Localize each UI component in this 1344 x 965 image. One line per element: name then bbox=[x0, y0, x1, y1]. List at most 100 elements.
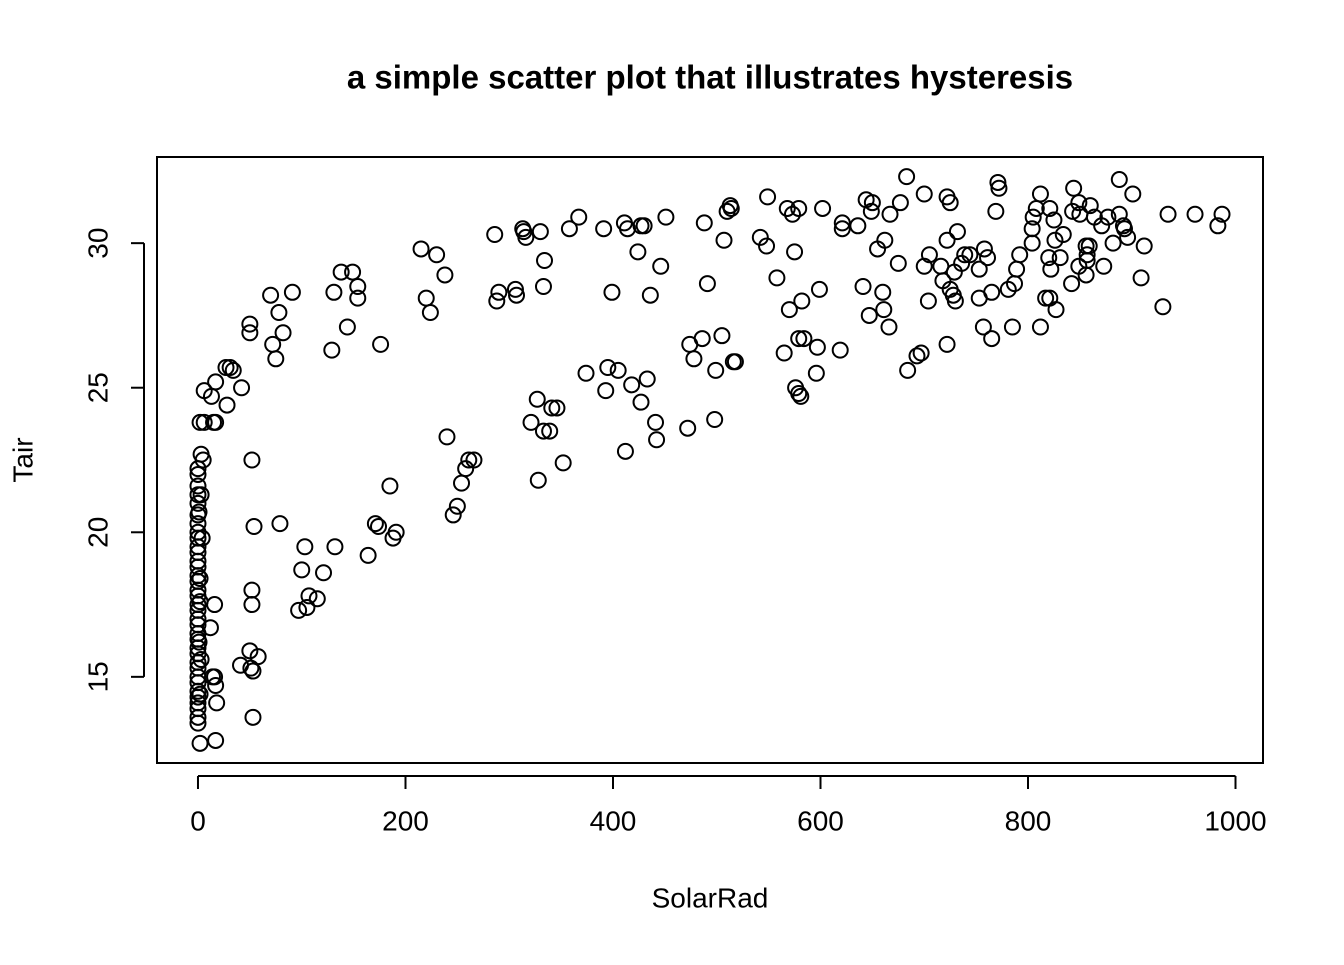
point bbox=[1023, 220, 1041, 238]
point bbox=[243, 581, 261, 599]
point bbox=[652, 257, 670, 275]
y-tick-label: 20 bbox=[82, 517, 113, 548]
point bbox=[271, 515, 289, 533]
point bbox=[793, 292, 811, 310]
point bbox=[695, 214, 713, 232]
point bbox=[638, 370, 656, 388]
point bbox=[1070, 194, 1088, 212]
point bbox=[457, 460, 475, 478]
point bbox=[554, 454, 572, 472]
point bbox=[833, 214, 851, 232]
point bbox=[833, 220, 851, 238]
point bbox=[192, 650, 210, 668]
point bbox=[783, 205, 801, 223]
point bbox=[570, 208, 588, 226]
point bbox=[543, 399, 561, 417]
point bbox=[506, 280, 524, 298]
point bbox=[1051, 249, 1069, 267]
point bbox=[528, 390, 546, 408]
point bbox=[315, 564, 333, 582]
point bbox=[1078, 246, 1096, 264]
point bbox=[1186, 205, 1204, 223]
point bbox=[1099, 208, 1117, 226]
point bbox=[698, 275, 716, 293]
point bbox=[876, 231, 894, 249]
point bbox=[517, 228, 535, 246]
point bbox=[349, 289, 367, 307]
point bbox=[536, 252, 554, 270]
point bbox=[338, 318, 356, 336]
point bbox=[1024, 208, 1042, 226]
point bbox=[1132, 269, 1150, 287]
point bbox=[332, 263, 350, 281]
point bbox=[759, 188, 777, 206]
point bbox=[946, 292, 964, 310]
point bbox=[889, 254, 907, 272]
point bbox=[290, 601, 308, 619]
point bbox=[207, 413, 225, 431]
point bbox=[531, 223, 549, 241]
point bbox=[1104, 234, 1122, 252]
point bbox=[1045, 211, 1063, 229]
point bbox=[1031, 185, 1049, 203]
point bbox=[243, 451, 261, 469]
point bbox=[758, 237, 776, 255]
point bbox=[577, 364, 595, 382]
point bbox=[344, 263, 362, 281]
point bbox=[189, 477, 207, 495]
point bbox=[722, 199, 740, 217]
point bbox=[786, 243, 804, 261]
point bbox=[300, 587, 318, 605]
point bbox=[190, 633, 208, 651]
point bbox=[685, 350, 703, 368]
point bbox=[486, 225, 504, 243]
point bbox=[349, 278, 367, 296]
point bbox=[241, 324, 259, 342]
point bbox=[217, 358, 235, 376]
point bbox=[381, 477, 399, 495]
point bbox=[919, 292, 937, 310]
point bbox=[296, 538, 314, 556]
point bbox=[1008, 260, 1026, 278]
point bbox=[780, 301, 798, 319]
point bbox=[647, 413, 665, 431]
point bbox=[359, 546, 377, 564]
point bbox=[595, 220, 613, 238]
y-tick-label: 30 bbox=[82, 228, 113, 259]
point bbox=[706, 411, 724, 429]
point bbox=[207, 731, 225, 749]
point bbox=[421, 304, 439, 322]
point bbox=[908, 347, 926, 365]
point bbox=[262, 286, 280, 304]
point bbox=[191, 570, 209, 588]
point bbox=[1081, 197, 1099, 215]
point bbox=[1209, 217, 1227, 235]
point bbox=[428, 246, 446, 264]
point bbox=[915, 257, 933, 275]
point bbox=[191, 685, 209, 703]
y-tick-label: 25 bbox=[82, 372, 113, 403]
point bbox=[1154, 298, 1172, 316]
point bbox=[195, 382, 213, 400]
point bbox=[208, 694, 226, 712]
point bbox=[242, 659, 260, 677]
point bbox=[715, 231, 733, 249]
point bbox=[384, 529, 402, 547]
point bbox=[874, 283, 892, 301]
point bbox=[1095, 257, 1113, 275]
point bbox=[790, 385, 808, 403]
point bbox=[1159, 205, 1177, 223]
chart-title: a simple scatter plot that illustrates h… bbox=[347, 59, 1073, 96]
point bbox=[983, 330, 1001, 348]
point bbox=[293, 561, 311, 579]
point bbox=[898, 168, 916, 186]
point bbox=[1093, 217, 1111, 235]
point bbox=[790, 330, 808, 348]
plot-frame bbox=[156, 156, 1264, 764]
point bbox=[194, 451, 212, 469]
point bbox=[1003, 318, 1021, 336]
point bbox=[1064, 202, 1082, 220]
point bbox=[244, 662, 262, 680]
point bbox=[775, 344, 793, 362]
